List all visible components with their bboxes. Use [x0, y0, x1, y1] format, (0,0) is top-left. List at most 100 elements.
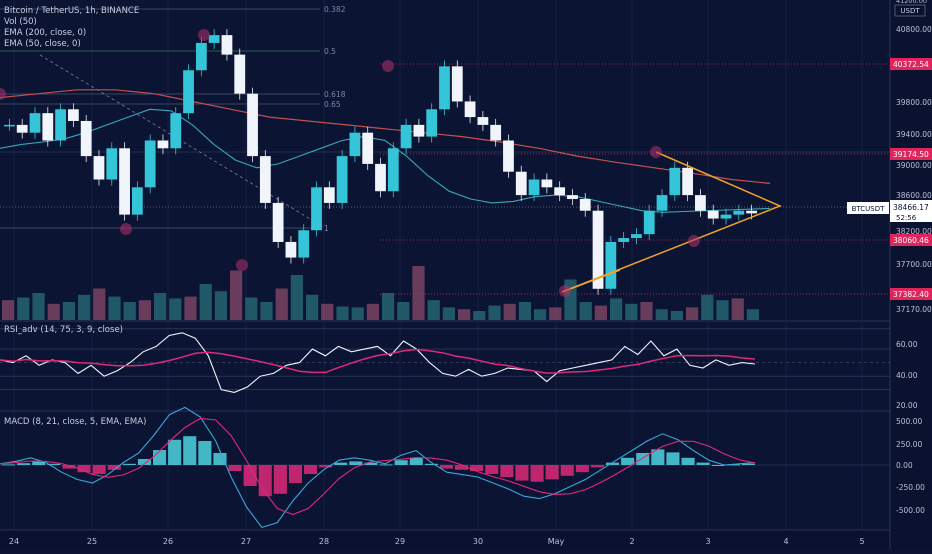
rsi-title: RSI_adv (14, 75, 3, 9, close)	[4, 325, 123, 335]
legend-ema200: EMA (200, close, 0)	[4, 28, 87, 38]
price-axis-bg	[890, 0, 932, 550]
price-tick-label: 37170.00	[896, 305, 932, 314]
volume-bar	[169, 298, 182, 320]
macd-histogram-bar	[77, 465, 91, 473]
price-tick-label: 38200.00	[896, 227, 932, 236]
ema50-line	[0, 108, 771, 213]
macd-histogram-bar	[213, 453, 227, 465]
volume-bar	[458, 309, 471, 320]
macd-histogram-bar	[168, 439, 182, 465]
candle-body	[4, 124, 15, 127]
price-tick-label: 38600.00	[896, 191, 932, 200]
macd-histogram-bar	[515, 465, 529, 481]
candle-body	[528, 179, 540, 196]
macd-histogram-bar	[606, 462, 620, 465]
symbol-tag-bg	[847, 202, 889, 214]
macd-histogram-bar	[122, 463, 136, 465]
volume-bar	[321, 303, 334, 320]
volume-bar	[549, 307, 562, 320]
macd-histogram-bar	[455, 465, 469, 470]
price-tick-label: 40800.00	[896, 25, 932, 34]
candle-body	[490, 124, 502, 141]
candle-body	[720, 214, 732, 219]
price-tag: 38060.46	[893, 236, 929, 245]
macd-histogram-bar	[470, 465, 484, 471]
volume-bar	[93, 288, 106, 320]
pivot-marker	[382, 60, 394, 72]
macd-tick-label: 250.00	[896, 440, 922, 449]
volume-bar	[579, 302, 592, 320]
volume-bar	[17, 297, 30, 320]
macd-tick-label: -250.00	[896, 483, 925, 492]
current-symbol: BTCUSDT	[852, 205, 886, 213]
candle-body	[503, 140, 514, 172]
macd-histogram-bar	[485, 465, 499, 474]
time-tick-label: May	[548, 537, 565, 546]
volume-bar	[427, 300, 440, 320]
volume-bar	[640, 302, 653, 320]
pivot-marker	[198, 29, 210, 41]
volume-bar	[382, 293, 395, 320]
volume-bar	[78, 294, 91, 320]
candle-body	[29, 113, 41, 133]
macd-signal-line	[0, 417, 756, 516]
triangle-lower-edge	[561, 269, 621, 293]
candle-body	[67, 109, 79, 121]
candle-body	[247, 93, 258, 157]
candle-body	[119, 148, 130, 215]
price-tick-label: 39800.00	[896, 98, 932, 107]
candle-body	[170, 113, 182, 149]
volume-bar	[138, 300, 151, 320]
volume-bar	[731, 298, 744, 320]
candle-body	[55, 109, 66, 141]
header-legend: Bitcoin / TetherUS, 1h, BINANCE Vol (50)…	[4, 6, 139, 50]
candle-body	[669, 167, 681, 196]
volume-bar	[534, 309, 547, 320]
candle-body	[106, 148, 118, 180]
pivot-marker	[688, 235, 700, 247]
price-tick-top: 41200.00	[896, 0, 927, 5]
volume-bar	[184, 296, 197, 320]
macd-histogram-bar	[500, 465, 514, 477]
volume-bar	[351, 307, 364, 320]
volume-bar	[47, 303, 60, 320]
macd-title: MACD (8, 21, close, 5, EMA, EMA)	[4, 417, 147, 427]
fib-label: 1	[324, 224, 329, 233]
candle-body	[387, 148, 399, 192]
macd-histogram-bar	[32, 461, 46, 465]
macd-histogram-bar	[153, 450, 167, 465]
volume-bar	[746, 309, 759, 320]
macd-histogram-bar	[304, 465, 318, 474]
price-tag: 39174.50	[893, 150, 929, 159]
volume-bar	[488, 305, 501, 320]
macd-histogram-bar	[394, 460, 408, 465]
price-tick-label: 37700.00	[896, 260, 932, 269]
volume-bar	[260, 302, 273, 320]
price-tag-bg	[890, 234, 932, 246]
candle-body	[631, 234, 642, 239]
price-tag-bg	[890, 148, 932, 160]
macd-histogram-bar	[228, 465, 242, 471]
candle-body	[131, 187, 143, 215]
macd-histogram-bar	[741, 463, 755, 465]
candle-body	[42, 113, 54, 141]
candle-body	[221, 35, 233, 55]
candle-body	[567, 195, 578, 200]
candle-body	[285, 241, 297, 258]
fib-label: 0.618	[324, 90, 346, 99]
candle-body	[80, 120, 92, 157]
volume-bar	[716, 300, 729, 320]
candle-body	[746, 210, 757, 214]
time-tick-label: 25	[87, 537, 97, 546]
volume-bar	[397, 302, 410, 320]
candle-body	[554, 187, 566, 196]
macd-histogram-bar	[696, 462, 710, 465]
rsi-signal-line	[0, 348, 756, 374]
volume-bar	[503, 303, 516, 320]
candle-body	[362, 132, 374, 164]
candle-body	[707, 210, 719, 219]
volume-bar	[154, 293, 167, 320]
time-tick-label: 4	[783, 537, 788, 546]
